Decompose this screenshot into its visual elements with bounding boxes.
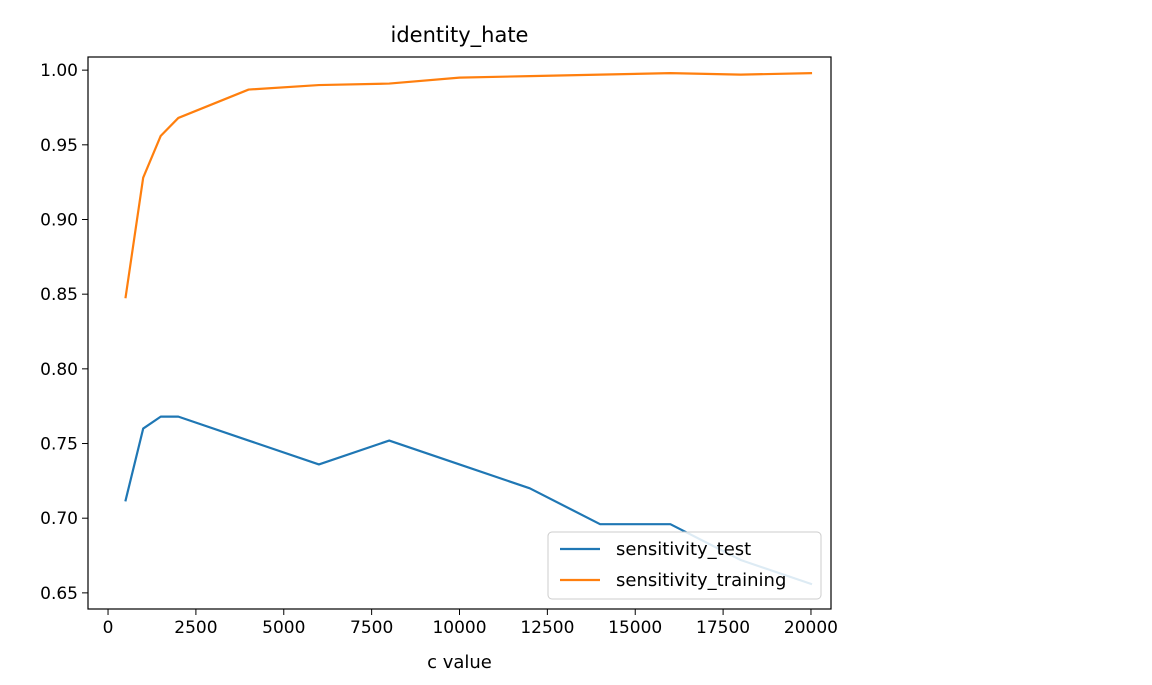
x-tick-label: 20000 [784,618,838,638]
legend-label: sensitivity_test [616,539,751,560]
series-line-sensitivity-training [124,72,813,299]
plot-frame [87,56,832,610]
x-tick-label: 5000 [262,618,305,638]
y-tick-label: 0.95 [40,136,78,156]
x-tick-label: 2500 [174,618,217,638]
x-tick-label: 10000 [432,618,486,638]
x-axis-label: c value [427,652,492,673]
y-tick-label: 0.70 [40,509,78,529]
y-tick-label: 1.00 [40,61,78,81]
y-tick-label: 0.80 [40,360,78,380]
legend-label: sensitivity_training [616,570,786,591]
series-layer [124,72,813,586]
legend: sensitivity_test sensitivity_training [547,531,822,600]
x-axis: 0 2500 5000 7500 10000 12500 15000 17500 20000 [103,609,838,638]
x-tick-label: 7500 [350,618,393,638]
y-axis: 0.65 0.70 0.75 0.80 0.85 0.90 0.95 1.00 [40,61,88,604]
x-tick-label: 12500 [520,618,574,638]
y-tick-label: 0.90 [40,210,78,230]
x-tick-label: 15000 [608,618,662,638]
chart-title: identity_hate [391,23,529,48]
x-tick-label: 0 [103,618,114,638]
series-line-sensitivity-test [124,415,813,586]
y-tick-label: 0.65 [40,584,78,604]
y-tick-label: 0.85 [40,285,78,305]
x-tick-label: 17500 [696,618,750,638]
y-tick-label: 0.75 [40,435,78,455]
legend-box [547,531,822,600]
